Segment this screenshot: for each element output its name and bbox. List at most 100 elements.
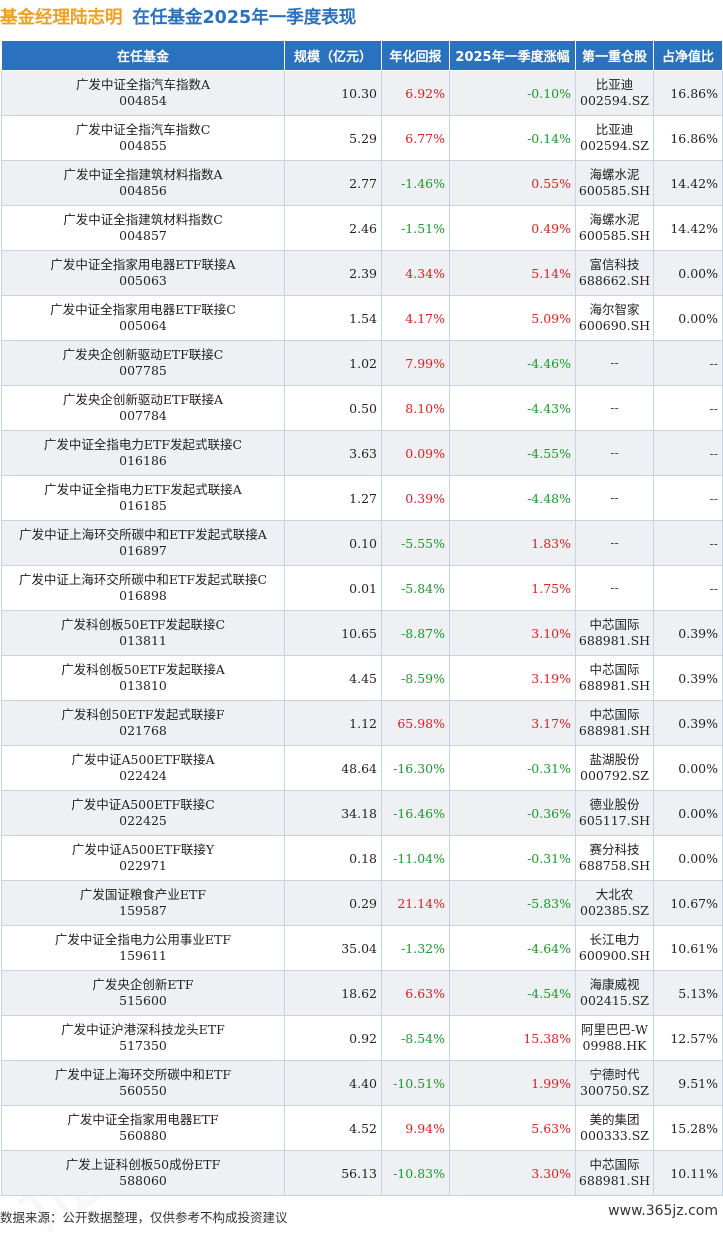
top-holding-name: 海螺水泥 <box>589 167 640 182</box>
top-holding: 美的集团 000333.SZ <box>575 1105 654 1151</box>
top-holding: 富信科技 688662.SH <box>575 250 654 296</box>
table-row: 广发上证科创板50成份ETF 588060 56.13 -10.83% 3.30% 中芯国… <box>1 1150 723 1196</box>
fund-code: 159587 <box>119 903 167 918</box>
nav-ratio: 0.39% <box>653 700 723 746</box>
annual-return: 0.09% <box>381 430 450 476</box>
top-holding-code: 002385.SZ <box>580 903 649 918</box>
top-holding-name: 美的集团 <box>589 1112 640 1127</box>
fund-code: 022425 <box>119 813 167 828</box>
fund-name: 广发央企创新ETF <box>92 977 194 992</box>
fund-cell: 广发国证粮食产业ETF 159587 <box>1 880 285 926</box>
top-holding: 德业股份 605117.SH <box>575 790 654 836</box>
fund-size: 48.64 <box>284 745 382 791</box>
fund-name: 广发央企创新驱动ETF联接A <box>62 392 224 407</box>
annual-return: 6.63% <box>381 970 450 1016</box>
q1-change: -4.43% <box>449 385 576 431</box>
table-row: 广发中证全指电力ETF发起式联接C 016186 3.63 0.09% -4.55% --… <box>1 430 723 476</box>
top-holding-code: 600585.SH <box>578 228 651 243</box>
top-holding-code: 688981.SH <box>578 678 651 693</box>
q1-change: 15.38% <box>449 1015 576 1061</box>
table-row: 广发中证A500ETF联接A 022424 48.64 -16.30% -0.31% 盐湖… <box>1 745 723 791</box>
table-row: 广发中证全指建筑材料指数A 004856 2.77 -1.46% 0.55% 海螺水泥 60… <box>1 160 723 206</box>
top-holding-name: 宁德时代 <box>589 1067 640 1082</box>
table-row: 广发中证全指家用电器ETF 560880 4.52 9.94% 5.63% 美的集团 000… <box>1 1105 723 1151</box>
top-holding: 中芯国际 688981.SH <box>575 700 654 746</box>
fund-code: 016185 <box>119 498 167 513</box>
q1-change: -4.48% <box>449 475 576 521</box>
top-holding-name: 中芯国际 <box>589 707 640 722</box>
fund-code: 022971 <box>119 858 167 873</box>
table-row: 广发中证上海环交所碳中和ETF 560550 4.40 -10.51% 1.99% 宁德时… <box>1 1060 723 1106</box>
top-holding-code: 600900.SH <box>578 948 651 963</box>
table-row: 广发科创板50ETF发起联接C 013811 10.65 -8.87% 3.10% 中芯国… <box>1 610 723 656</box>
annual-return: 9.94% <box>381 1105 450 1151</box>
table-row: 广发中证上海环交所碳中和ETF发起式联接A 016897 0.10 -5.55% 1.8… <box>1 520 723 566</box>
header-top-holding: 第一重仓股 <box>575 40 654 71</box>
top-holding-code: 000333.SZ <box>580 1128 649 1143</box>
fund-name: 广发国证粮食产业ETF <box>79 887 207 902</box>
nav-ratio: -- <box>653 385 723 431</box>
nav-ratio: 0.39% <box>653 655 723 701</box>
fund-code: 005063 <box>119 273 167 288</box>
fund-size: 56.13 <box>284 1150 382 1196</box>
site-watermark: www.365jz.com <box>608 1203 718 1219</box>
fund-size: 4.45 <box>284 655 382 701</box>
fund-code: 016186 <box>119 453 167 468</box>
fund-cell: 广发中证全指建筑材料指数A 004856 <box>1 160 285 206</box>
fund-cell: 广发央企创新驱动ETF联接A 007784 <box>1 385 285 431</box>
top-holding-code: 002415.SZ <box>580 993 649 1008</box>
fund-size: 1.12 <box>284 700 382 746</box>
top-holding-code: 688981.SH <box>578 723 651 738</box>
top-holding-code: 688981.SH <box>578 633 651 648</box>
top-holding-name: -- <box>610 535 619 550</box>
q1-change: -0.10% <box>449 70 576 116</box>
fund-size: 2.46 <box>284 205 382 251</box>
annual-return: -8.54% <box>381 1015 450 1061</box>
top-holding: 大北农 002385.SZ <box>575 880 654 926</box>
top-holding: 盐湖股份 000792.SZ <box>575 745 654 791</box>
annual-return: 4.34% <box>381 250 450 296</box>
top-holding-name: 阿里巴巴-W <box>580 1022 649 1037</box>
annual-return: 4.17% <box>381 295 450 341</box>
q1-change: 1.99% <box>449 1060 576 1106</box>
top-holding-name: 德业股份 <box>589 797 640 812</box>
fund-code: 004856 <box>119 183 167 198</box>
q1-change: 3.10% <box>449 610 576 656</box>
fund-size: 2.39 <box>284 250 382 296</box>
fund-code: 517350 <box>119 1038 167 1053</box>
fund-name: 广发中证全指汽车指数C <box>75 122 211 137</box>
top-holding-code: 002594.SZ <box>580 138 649 153</box>
top-holding-name: -- <box>610 355 619 370</box>
q1-change: -0.31% <box>449 745 576 791</box>
table-row: 广发中证全指建筑材料指数C 004857 2.46 -1.51% 0.49% 海螺水泥 60… <box>1 205 723 251</box>
fund-cell: 广发中证上海环交所碳中和ETF发起式联接C 016898 <box>1 565 285 611</box>
fund-size: 1.27 <box>284 475 382 521</box>
top-holding-name: -- <box>610 580 619 595</box>
q1-change: 3.30% <box>449 1150 576 1196</box>
nav-ratio: 15.28% <box>653 1105 723 1151</box>
fund-code: 022424 <box>119 768 167 783</box>
annual-return: -10.51% <box>381 1060 450 1106</box>
top-holding: 海螺水泥 600585.SH <box>575 205 654 251</box>
annual-return: -1.51% <box>381 205 450 251</box>
fund-code: 159611 <box>119 948 167 963</box>
nav-ratio: 5.13% <box>653 970 723 1016</box>
top-holding: 比亚迪 002594.SZ <box>575 70 654 116</box>
fund-size: 0.29 <box>284 880 382 926</box>
fund-code: 021768 <box>119 723 167 738</box>
q1-change: 5.09% <box>449 295 576 341</box>
annual-return: -8.87% <box>381 610 450 656</box>
table-row: 广发中证全指汽车指数C 004855 5.29 6.77% -0.14% 比亚迪 00259… <box>1 115 723 161</box>
q1-change: -0.31% <box>449 835 576 881</box>
q1-change: -5.83% <box>449 880 576 926</box>
table-row: 广发中证全指电力公用事业ETF 159611 35.04 -1.32% -4.64% 长江… <box>1 925 723 971</box>
q1-change: 5.14% <box>449 250 576 296</box>
q1-change: 1.75% <box>449 565 576 611</box>
fund-cell: 广发中证上海环交所碳中和ETF 560550 <box>1 1060 285 1106</box>
fund-code: 004857 <box>119 228 167 243</box>
top-holding-name: 大北农 <box>595 887 634 902</box>
nav-ratio: 9.51% <box>653 1060 723 1106</box>
top-holding: 海尔智家 600690.SH <box>575 295 654 341</box>
fund-name: 广发中证沪港深科技龙头ETF <box>61 1022 225 1037</box>
fund-name: 广发中证全指汽车指数A <box>75 77 211 92</box>
